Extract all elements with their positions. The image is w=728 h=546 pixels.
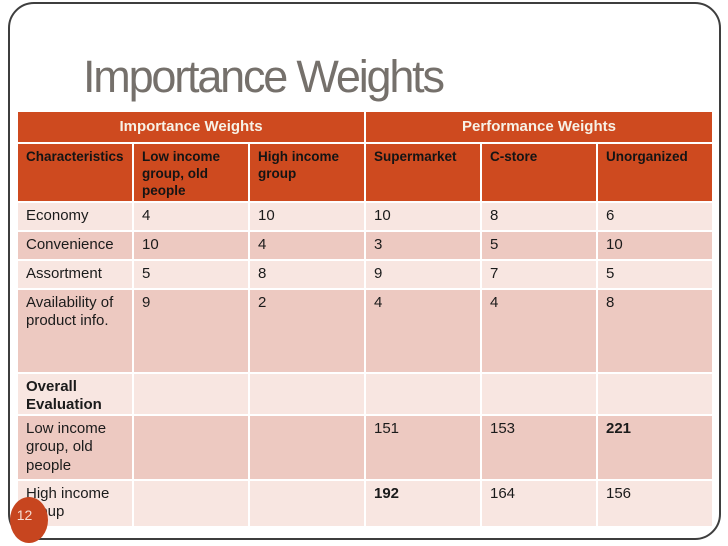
- value-cell: 10: [598, 232, 712, 259]
- value-cell: 5: [482, 232, 596, 259]
- column-header-cell: C-store: [482, 144, 596, 201]
- group-header-cell: Importance Weights: [18, 112, 364, 142]
- row-label-cell: Assortment: [18, 261, 132, 288]
- page-number: 12: [16, 507, 33, 523]
- value-cell: 2: [250, 290, 364, 372]
- value-cell: 10: [134, 232, 248, 259]
- value-cell: 8: [250, 261, 364, 288]
- value-cell: 7: [482, 261, 596, 288]
- column-header-cell: Supermarket: [366, 144, 480, 201]
- value-cell: 4: [134, 203, 248, 230]
- value-cell: 8: [598, 290, 712, 372]
- value-cell: 5: [598, 261, 712, 288]
- row-label-cell: Convenience: [18, 232, 132, 259]
- value-cell: 153: [482, 416, 596, 479]
- value-cell: 4: [366, 290, 480, 372]
- value-cell: [134, 416, 248, 479]
- value-cell: 164: [482, 481, 596, 526]
- page-title: Importance Weights: [83, 51, 445, 102]
- value-cell: 151: [366, 416, 480, 479]
- row-label-cell: Availability of product info.: [18, 290, 132, 372]
- value-cell: 9: [134, 290, 248, 372]
- value-cell: 8: [482, 203, 596, 230]
- value-cell: 221: [598, 416, 712, 479]
- weights-table: Importance Weights Performance Weights Cha…: [18, 112, 712, 526]
- value-cell: 4: [482, 290, 596, 372]
- value-cell: [134, 374, 248, 414]
- value-cell: [250, 416, 364, 479]
- column-header-cell: Characteristics: [18, 144, 132, 201]
- group-header-cell: Performance Weights: [366, 112, 712, 142]
- column-header-cell: High income group: [250, 144, 364, 201]
- column-header-cell: Low income group, old people: [134, 144, 248, 201]
- value-cell: 192: [366, 481, 480, 526]
- value-cell: 9: [366, 261, 480, 288]
- value-cell: 156: [598, 481, 712, 526]
- value-cell: [482, 374, 596, 414]
- value-cell: 10: [366, 203, 480, 230]
- value-cell: 5: [134, 261, 248, 288]
- row-label-cell: Economy: [18, 203, 132, 230]
- value-cell: 6: [598, 203, 712, 230]
- value-cell: [250, 481, 364, 526]
- value-cell: [134, 481, 248, 526]
- value-cell: [598, 374, 712, 414]
- value-cell: [366, 374, 480, 414]
- row-label-cell: Low income group, old people: [18, 416, 132, 479]
- value-cell: 4: [250, 232, 364, 259]
- page-number-badge: 12: [10, 497, 48, 543]
- row-label-cell: Overall Evaluation: [18, 374, 132, 414]
- column-header-cell: Unorganized: [598, 144, 712, 201]
- value-cell: [250, 374, 364, 414]
- value-cell: 10: [250, 203, 364, 230]
- value-cell: 3: [366, 232, 480, 259]
